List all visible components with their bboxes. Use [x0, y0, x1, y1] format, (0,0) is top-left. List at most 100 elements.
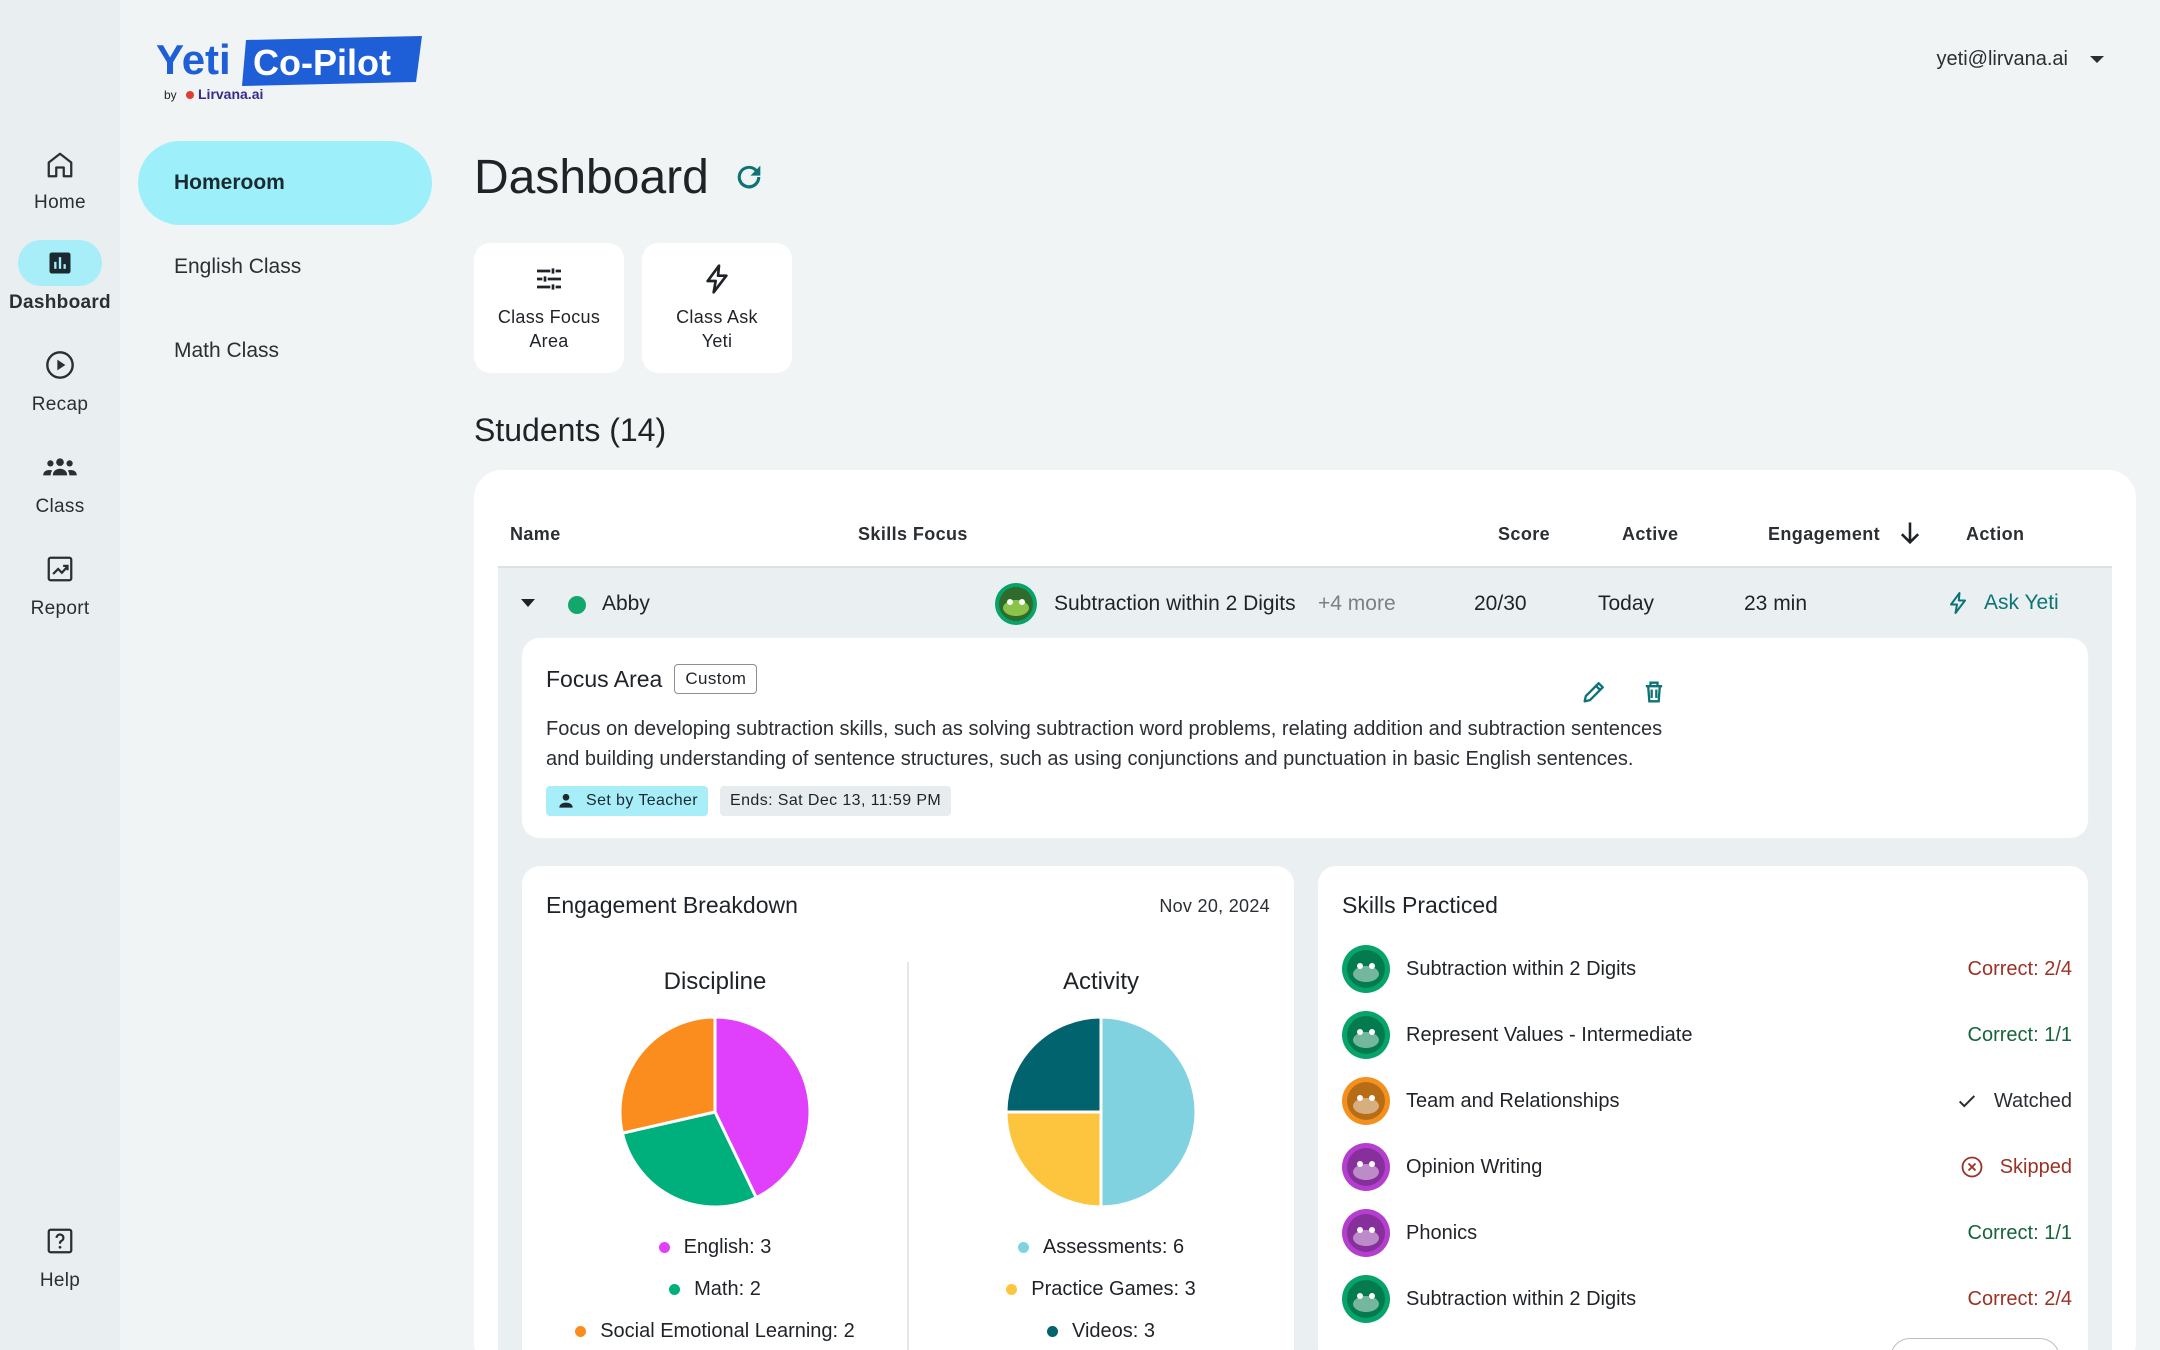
student-name[interactable]: Abby [602, 592, 650, 615]
legend-label: Videos: 3 [1071, 1319, 1156, 1342]
skill-status: Skipped [1960, 1155, 2072, 1179]
activity-slice-1 [1004, 1110, 1103, 1209]
expand-caret-icon[interactable] [520, 598, 536, 608]
set-by-label: Set by Teacher [586, 792, 699, 809]
rail-label: Class [35, 496, 85, 517]
refresh-icon[interactable] [732, 160, 766, 194]
delete-icon[interactable] [1640, 678, 1668, 706]
activity-slice-0 [1099, 1015, 1198, 1209]
rail-label: Report [30, 598, 90, 619]
rail-item-home[interactable]: Home [0, 142, 120, 214]
discipline-pie [618, 1015, 812, 1209]
subnav-item-math-class[interactable]: Math Class [174, 339, 280, 362]
column-header-engagement[interactable]: Engagement [1768, 524, 1881, 544]
rail-label: Help [39, 1270, 81, 1291]
class-focus-area-button[interactable]: Class Focus Area [474, 243, 624, 373]
skill-status-label: Correct: 2/4 [1967, 1287, 2072, 1310]
student-active: Today [1598, 592, 1655, 615]
user-menu[interactable]: yeti@lirvana.ai [1937, 48, 2104, 71]
ask-yeti-button[interactable]: Ask Yeti [1946, 590, 2059, 616]
skill-row[interactable]: Subtraction within 2 Digits Correct: 2/4 [1342, 942, 2072, 996]
skill-row[interactable]: Subtraction within 2 Digits Correct: 2/4 [1342, 1272, 2072, 1326]
rail-item-recap[interactable]: Recap [0, 342, 120, 416]
skill-status: Watched [1956, 1090, 2072, 1113]
legend-dot [1006, 1283, 1018, 1295]
column-header-score[interactable]: Score [1498, 524, 1551, 544]
discipline-legend-item: Math: 2 [522, 1268, 908, 1310]
activity-legend-item: Assessments: 6 [908, 1226, 1294, 1268]
svg-text:Co-Pilot: Co-Pilot [253, 42, 391, 83]
focus-area-title: Focus Area [546, 665, 663, 692]
divider [907, 962, 909, 1350]
column-header-active[interactable]: Active [1622, 524, 1679, 544]
quick-action-label: Class Focus Area [497, 307, 601, 351]
skill-avatar-icon [1342, 1143, 1390, 1191]
custom-tag: Custom [674, 664, 758, 694]
skill-status: Correct: 1/1 [1968, 1024, 2072, 1047]
students-table-card: Name Skills Focus Score Active Engagemen… [474, 470, 2136, 1350]
class-ask-yeti-button[interactable]: Class Ask Yeti [642, 243, 792, 373]
student-score: 20/30 [1474, 592, 1527, 615]
discipline-slice-1 [620, 1110, 759, 1209]
rail-label: Dashboard [9, 292, 111, 313]
discipline-slice-2 [618, 1015, 717, 1135]
ask-yeti-label: Ask Yeti [1984, 591, 2059, 614]
bolt-icon [1950, 592, 1966, 614]
skill-status-label: Correct: 1/1 [1967, 1221, 2072, 1244]
activity-legend-item: Practice Games: 3 [908, 1268, 1294, 1310]
skill-status: Correct: 2/4 [1968, 958, 2072, 981]
chevron-down-icon [2090, 56, 2104, 63]
skills-title: Skills Practiced [1342, 892, 1498, 918]
help-icon [18, 1218, 102, 1264]
table-row[interactable]: Abby Subtraction within 2 Digits +4 more… [498, 566, 2112, 640]
activity-chart: Activity Assessments: 6 Practice Games: 3… [908, 962, 1294, 1350]
user-email: yeti@lirvana.ai [1936, 48, 2068, 70]
rail-label: Home [34, 192, 86, 213]
skill-row[interactable]: Represent Values - Intermediate Correct: … [1342, 1008, 2072, 1062]
rail-item-dashboard[interactable]: Dashboard [0, 240, 120, 314]
report-icon [18, 546, 102, 592]
skill-status-label: Correct: 2/4 [1967, 957, 2072, 980]
class-nav: Yeti Co-Pilot by Lirvana.ai Homeroom Eng… [120, 0, 442, 1350]
skill-status-label: Correct: 1/1 [1967, 1023, 2072, 1046]
skill-row[interactable]: Team and Relationships Watched [1342, 1074, 2072, 1128]
skill-status: Correct: 1/1 [1968, 1222, 2072, 1245]
svg-text:by: by [164, 88, 177, 102]
subnav-item-homeroom[interactable]: Homeroom [138, 141, 432, 225]
skill-row[interactable]: Phonics Correct: 1/1 [1342, 1206, 2072, 1260]
legend-dot [669, 1283, 681, 1295]
discipline-slice-0 [713, 1015, 812, 1200]
edit-icon[interactable] [1580, 678, 1608, 706]
legend-dot [575, 1325, 587, 1337]
tune-icon [537, 268, 561, 290]
skill-row[interactable]: Opinion Writing Skipped [1342, 1140, 2072, 1194]
view-more-button[interactable] [1890, 1338, 2060, 1350]
sort-arrow-down-icon[interactable] [1896, 518, 1924, 548]
engagement-breakdown-card: Engagement Breakdown Nov 20, 2024 Discip… [522, 866, 1294, 1350]
column-header-skills[interactable]: Skills Focus [858, 524, 968, 544]
svg-text:Lirvana.ai: Lirvana.ai [198, 86, 263, 102]
app-logo[interactable]: Yeti Co-Pilot by Lirvana.ai [156, 34, 426, 107]
quick-action-label: Class Ask Yeti [676, 307, 758, 351]
rail-item-help[interactable]: Help [0, 1218, 120, 1292]
focus-area-card: Focus Area Custom Focus on developing su… [522, 638, 2088, 838]
bar-chart-icon [18, 240, 102, 286]
column-header-name[interactable]: Name [510, 524, 561, 544]
group-icon [18, 444, 102, 490]
discipline-chart: Discipline English: 3 Math: 2 Social Emoti… [522, 962, 908, 1350]
set-by-teacher-chip: Set by Teacher [546, 786, 709, 816]
engagement-date: Nov 20, 2024 [1159, 896, 1270, 916]
rail-item-class[interactable]: Class [0, 444, 120, 518]
skill-avatar-icon [994, 582, 1038, 632]
skills-more-link[interactable]: +4 more [1318, 592, 1396, 615]
skill-avatar-icon [1342, 1275, 1390, 1323]
skill-name: Phonics [1406, 1221, 1478, 1244]
skill-status-label: Watched [1993, 1089, 2072, 1112]
legend-label: Assessments: 6 [1042, 1235, 1185, 1258]
rail-label: Recap [31, 394, 89, 415]
rail-item-report[interactable]: Report [0, 546, 120, 620]
subnav-item-english-class[interactable]: English Class [174, 255, 302, 278]
skill-focus-name: Subtraction within 2 Digits [1054, 592, 1296, 615]
nav-rail: Home Dashboard Recap Class Report Help [0, 0, 120, 1350]
student-engagement: 23 min [1744, 592, 1808, 615]
